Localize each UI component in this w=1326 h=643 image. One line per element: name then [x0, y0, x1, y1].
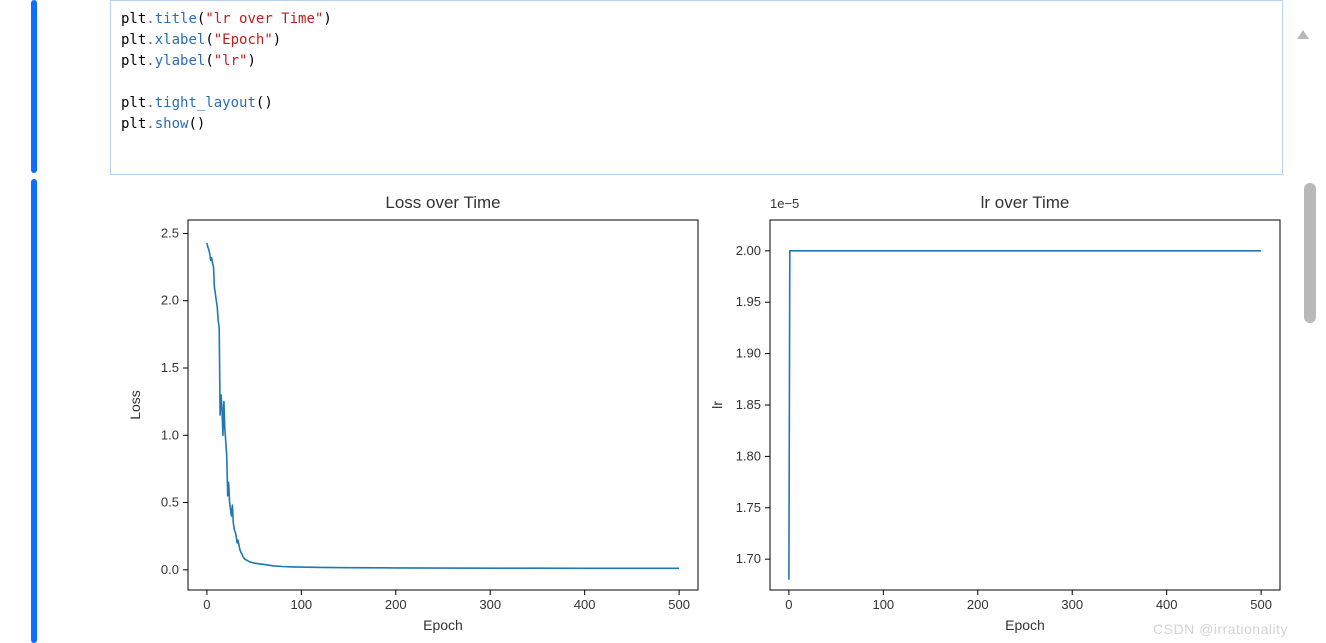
figure-svg: Loss over Time 0 100 200 300 400 500 0.0 0.5 1.0 1… [110, 184, 1283, 643]
svg-text:300: 300 [1061, 597, 1083, 612]
svg-text:100: 100 [872, 597, 894, 612]
svg-text:0: 0 [203, 597, 210, 612]
svg-text:0.0: 0.0 [161, 562, 179, 577]
svg-text:200: 200 [967, 597, 989, 612]
svg-text:1.90: 1.90 [736, 346, 761, 361]
svg-text:0: 0 [785, 597, 792, 612]
svg-text:200: 200 [385, 597, 407, 612]
svg-text:2.00: 2.00 [736, 243, 761, 258]
svg-text:Loss over Time: Loss over Time [385, 193, 500, 212]
svg-text:500: 500 [668, 597, 690, 612]
cell-bar-output[interactable] [31, 179, 37, 643]
svg-text:1.80: 1.80 [736, 448, 761, 463]
watermark: CSDN @irrationality [1153, 621, 1288, 637]
svg-text:1.70: 1.70 [736, 551, 761, 566]
svg-text:500: 500 [1250, 597, 1272, 612]
svg-text:Loss: Loss [127, 390, 143, 420]
svg-text:1.75: 1.75 [736, 500, 761, 515]
scrollbar-thumb[interactable] [1304, 183, 1316, 323]
svg-text:400: 400 [1156, 597, 1178, 612]
svg-text:400: 400 [574, 597, 596, 612]
code-cell[interactable]: plt.title("lr over Time") plt.xlabel("Ep… [110, 0, 1283, 175]
svg-text:lr over Time: lr over Time [981, 193, 1070, 212]
svg-text:2.5: 2.5 [161, 225, 179, 240]
svg-text:Epoch: Epoch [1005, 617, 1045, 633]
svg-text:1.85: 1.85 [736, 397, 761, 412]
code-content: plt.title("lr over Time") plt.xlabel("Ep… [111, 1, 1282, 143]
svg-text:1.0: 1.0 [161, 427, 179, 442]
svg-text:300: 300 [479, 597, 501, 612]
svg-text:Epoch: Epoch [423, 617, 463, 633]
output-plots: Loss over Time 0 100 200 300 400 500 0.0 0.5 1.0 1… [110, 184, 1283, 643]
svg-text:1.95: 1.95 [736, 294, 761, 309]
svg-text:2.0: 2.0 [161, 293, 179, 308]
scroll-up-icon[interactable] [1297, 30, 1309, 39]
svg-text:0.5: 0.5 [161, 495, 179, 510]
cell-bar-code[interactable] [31, 0, 37, 173]
svg-text:100: 100 [290, 597, 312, 612]
svg-text:lr: lr [709, 401, 725, 409]
svg-text:1.5: 1.5 [161, 360, 179, 375]
svg-text:1e−5: 1e−5 [770, 196, 799, 211]
